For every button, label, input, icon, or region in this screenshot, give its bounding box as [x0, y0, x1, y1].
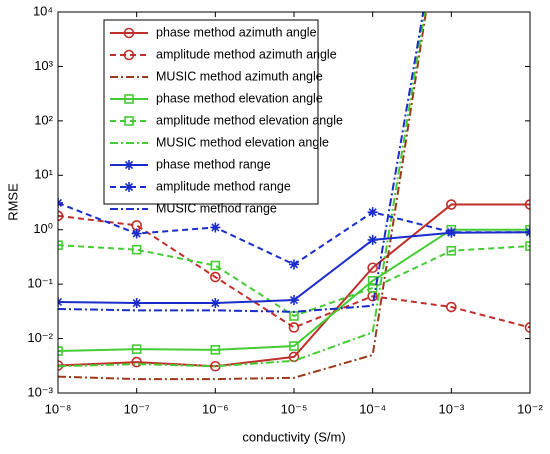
marker: [289, 259, 299, 270]
legend-label: amplitude method azimuth angle: [156, 47, 337, 61]
legend-label: MUSIC method elevation angle: [156, 135, 329, 149]
marker: [210, 345, 221, 355]
marker: [367, 234, 378, 245]
marker: [124, 94, 134, 104]
x-axis-label: conductivity (S/m): [242, 429, 345, 444]
y-tick-label: 10²: [34, 112, 53, 127]
series-line: [58, 244, 530, 318]
marker: [123, 27, 135, 39]
marker: [367, 207, 378, 218]
y-tick-label: 10⁻²: [27, 330, 53, 345]
marker: [446, 245, 457, 256]
legend-label: phase method range: [156, 157, 271, 171]
marker: [525, 224, 530, 235]
marker: [124, 160, 134, 170]
plot-frame: [57, 11, 531, 394]
series-line: [58, 203, 530, 368]
x-tick-label: 10⁻⁶: [202, 401, 229, 416]
legend-box: [103, 19, 319, 205]
legend-label: amplitude method range: [156, 179, 291, 193]
y-tick-label: 10¹: [34, 167, 53, 182]
legend-label: phase method azimuth angle: [156, 25, 317, 39]
marker: [131, 298, 142, 309]
marker: [524, 199, 530, 210]
marker: [124, 116, 134, 126]
legend: phase method azimuth angle amplitude meth…: [103, 19, 343, 215]
x-tick-label: 10⁻²: [517, 401, 543, 416]
y-axis-label: RMSE: [5, 183, 20, 221]
marker: [123, 49, 135, 61]
marker: [210, 271, 221, 283]
x-tick-label: 10⁻⁷: [124, 401, 150, 416]
x-tick-label: 10⁻⁴: [359, 401, 386, 416]
legend-label: phase method elevation angle: [156, 91, 323, 105]
marker: [289, 295, 299, 306]
series-layer: [58, 12, 530, 381]
y-tick-label: 10⁻¹: [27, 276, 53, 291]
marker: [131, 244, 142, 255]
marker: [210, 298, 221, 309]
y-tick-label: 10⁰: [33, 221, 53, 236]
y-tick-label: 10⁻³: [27, 384, 53, 399]
marker: [58, 346, 63, 356]
y-tick-label: 10⁴: [33, 3, 53, 18]
marker: [367, 283, 378, 293]
marker: [446, 301, 457, 313]
marker: [288, 322, 300, 333]
marker: [289, 341, 299, 351]
marker: [210, 260, 221, 271]
marker: [124, 182, 134, 192]
marker: [131, 344, 142, 354]
x-tick-label: 10⁻⁵: [281, 401, 308, 416]
marker: [210, 222, 221, 233]
series-line: [58, 12, 426, 368]
marker: [525, 241, 530, 251]
series-line: [58, 214, 530, 329]
marker: [524, 322, 530, 333]
marker: [446, 227, 457, 238]
marker: [58, 240, 63, 250]
marker: [131, 356, 142, 368]
marker: [58, 210, 64, 222]
marker: [131, 228, 142, 239]
x-tick-label: 10⁻⁸: [45, 401, 72, 416]
legend-label: MUSIC method range: [156, 201, 277, 215]
marker: [446, 199, 457, 210]
x-tick-label: 10⁻³: [439, 401, 465, 416]
legend-label: amplitude method elevation angle: [156, 113, 343, 127]
y-tick-label: 10³: [34, 58, 53, 73]
legend-label: MUSIC method azimuth angle: [156, 69, 323, 83]
series-line: [58, 12, 427, 381]
marker: [367, 262, 378, 274]
series-line: [58, 12, 425, 313]
